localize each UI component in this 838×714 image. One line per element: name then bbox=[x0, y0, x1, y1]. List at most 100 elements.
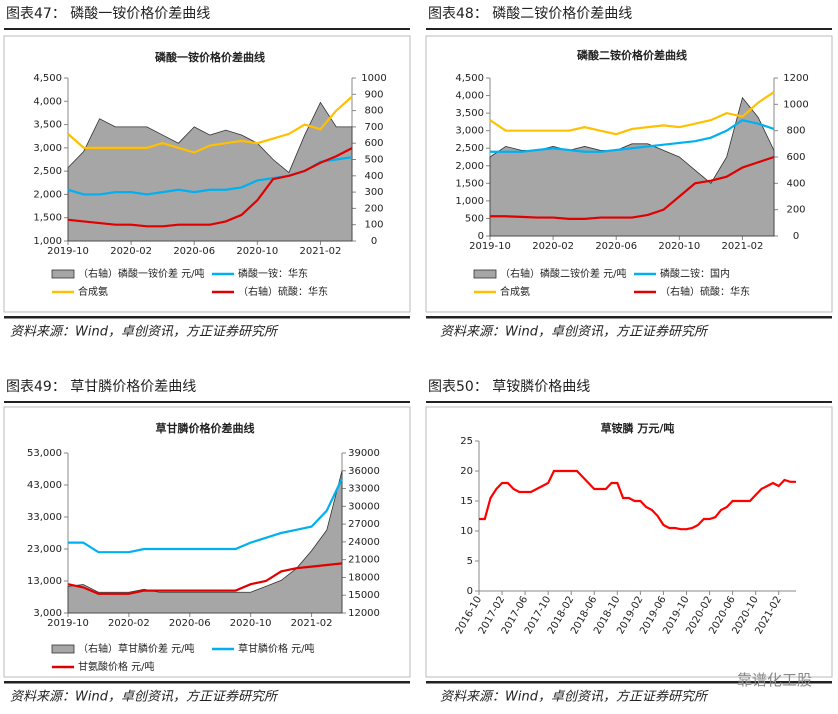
legend-label: （右轴）草甘膦价差 元/吨 bbox=[78, 642, 195, 655]
y-tick-label: 23,000 bbox=[27, 544, 62, 555]
source: 资料来源：Wind，卓创资讯，方正证券研究所 bbox=[10, 689, 279, 705]
y-tick-label: 13,000 bbox=[27, 576, 62, 587]
y2-tick-label: 15000 bbox=[348, 590, 380, 601]
y-tick-label: 0 bbox=[467, 586, 473, 597]
y-tick-label: 4,500 bbox=[455, 73, 484, 84]
y-tick-label: 1,500 bbox=[33, 213, 62, 224]
line bbox=[489, 91, 775, 136]
x-tick-label: 2020-02 bbox=[108, 618, 150, 629]
legend-swatch bbox=[51, 269, 75, 279]
chart-title: 磷酸一铵价格价差曲线 bbox=[155, 50, 265, 64]
panel: 图表47： 磷酸一铵价格价差曲线 资料来源：Wind，卓创资讯，方正证券研究所 磷… bbox=[3, 6, 411, 340]
y-tick-label: 2,500 bbox=[33, 166, 62, 177]
y2-tick-label: 1200 bbox=[783, 73, 808, 84]
y2-tick-label: 400 bbox=[786, 178, 805, 189]
y2-tick-label: 500 bbox=[364, 155, 383, 166]
y2-tick-label: 600 bbox=[786, 152, 805, 163]
heading: 图表49： 草甘膦价格价差曲线 bbox=[6, 379, 196, 395]
chart-title: 草铵膦 万元/吨 bbox=[601, 421, 675, 435]
y2-tick-label: 33000 bbox=[348, 484, 380, 495]
x-tick-label: 2020-06 bbox=[595, 241, 637, 252]
line bbox=[67, 95, 353, 154]
line bbox=[490, 118, 775, 153]
y2-tick-label: 1000 bbox=[361, 73, 386, 84]
x-tick-label: 2020-06 bbox=[173, 246, 215, 257]
area bbox=[489, 96, 775, 237]
y-tick-label: 3,000 bbox=[33, 608, 62, 619]
y-tick-label: 20 bbox=[460, 466, 473, 477]
legend-label: 合成氨 bbox=[78, 285, 108, 298]
x-tick-label: 2020-06 bbox=[169, 618, 211, 629]
y2-tick-label: 27000 bbox=[348, 519, 380, 530]
panel: 图表48： 磷酸二铵价格价差曲线 资料来源：Wind，卓创资讯，方正证券研究所 磷… bbox=[425, 6, 833, 340]
x-tick-label: 2021-02 bbox=[291, 618, 333, 629]
y-tick-label: 5 bbox=[467, 556, 473, 567]
line bbox=[68, 478, 343, 554]
watermark: 靠谱化工股 bbox=[736, 671, 812, 689]
y2-tick-label: 800 bbox=[786, 126, 805, 137]
y2-tick-label: 800 bbox=[364, 106, 383, 117]
panel: 图表49： 草甘膦价格价差曲线 资料来源：Wind，卓创资讯，方正证券研究所 草甘… bbox=[3, 379, 411, 705]
legend-label: 合成氨 bbox=[500, 285, 530, 298]
source: 资料来源：Wind，卓创资讯，方正证券研究所 bbox=[440, 324, 709, 340]
x-tick-label: 2019-10 bbox=[47, 246, 89, 257]
y-tick-label: 3,500 bbox=[455, 108, 484, 119]
y-tick-label: 25 bbox=[460, 436, 473, 447]
x-tick-label: 2020-10 bbox=[658, 241, 700, 252]
y2-tick-label: 0 bbox=[793, 231, 799, 242]
y-tick-label: 4,000 bbox=[455, 91, 484, 102]
x-tick-label: 2020-10 bbox=[236, 246, 278, 257]
legend-label: （右轴）硫酸：华东 bbox=[660, 285, 750, 298]
y-tick-label: 0 bbox=[478, 231, 484, 242]
line bbox=[67, 147, 353, 228]
y2-tick-label: 24000 bbox=[348, 537, 380, 548]
x-tick-label: 2020-02 bbox=[110, 246, 152, 257]
legend-label: （右轴）磷酸一铵价差 元/吨 bbox=[78, 267, 205, 280]
y2-tick-label: 700 bbox=[364, 122, 383, 133]
y-tick-label: 1,000 bbox=[33, 236, 62, 247]
y-tick-label: 15 bbox=[460, 496, 473, 507]
y2-tick-label: 0 bbox=[371, 236, 377, 247]
y-tick-label: 2,000 bbox=[33, 189, 62, 200]
legend-swatch bbox=[51, 644, 75, 654]
y2-tick-label: 30000 bbox=[348, 501, 380, 512]
y-tick-label: 1,000 bbox=[455, 196, 484, 207]
area bbox=[67, 470, 343, 614]
y-tick-label: 4,000 bbox=[33, 96, 62, 107]
y2-tick-label: 21000 bbox=[348, 555, 380, 566]
legend-label: （右轴）磷酸二铵价差 元/吨 bbox=[500, 267, 627, 280]
y2-tick-label: 39000 bbox=[348, 448, 380, 459]
x-tick-label: 2021-02 bbox=[722, 241, 764, 252]
y-tick-label: 3,500 bbox=[33, 120, 62, 131]
x-tick-label: 2020-02 bbox=[532, 241, 574, 252]
y-tick-label: 2,500 bbox=[455, 143, 484, 154]
legend-label: （右轴）硫酸：华东 bbox=[238, 285, 328, 298]
x-tick-label: 2019-10 bbox=[469, 241, 511, 252]
y2-tick-label: 400 bbox=[364, 171, 383, 182]
y-tick-label: 1,500 bbox=[455, 178, 484, 189]
y2-tick-label: 1000 bbox=[783, 99, 808, 110]
x-tick-label: 2019-10 bbox=[47, 618, 89, 629]
y-tick-label: 10 bbox=[460, 526, 473, 537]
heading: 图表48： 磷酸二铵价格价差曲线 bbox=[428, 6, 632, 22]
y-tick-label: 2,000 bbox=[455, 161, 484, 172]
source: 资料来源：Wind，卓创资讯，方正证券研究所 bbox=[10, 324, 279, 340]
panel: 图表50： 草铵膦价格曲线 资料来源：Wind，卓创资讯，方正证券研究所 草铵膦 … bbox=[425, 379, 833, 705]
y2-tick-label: 900 bbox=[364, 89, 383, 100]
legend-label: 甘氨酸价格 元/吨 bbox=[78, 660, 155, 673]
y2-tick-label: 100 bbox=[364, 220, 383, 231]
y2-tick-label: 36000 bbox=[348, 466, 380, 477]
heading: 图表50： 草铵膦价格曲线 bbox=[428, 379, 590, 395]
area bbox=[67, 101, 353, 242]
legend-label: 草甘膦价格 元/吨 bbox=[238, 642, 315, 655]
line bbox=[67, 562, 343, 595]
line bbox=[490, 155, 775, 220]
y2-tick-label: 300 bbox=[364, 187, 383, 198]
y2-tick-label: 200 bbox=[364, 203, 383, 214]
chart-title: 磷酸二铵价格价差曲线 bbox=[577, 48, 687, 62]
y2-tick-label: 12000 bbox=[348, 608, 380, 619]
line bbox=[479, 469, 796, 531]
y-tick-label: 33,000 bbox=[27, 512, 62, 523]
y-tick-label: 53,000 bbox=[27, 448, 62, 459]
